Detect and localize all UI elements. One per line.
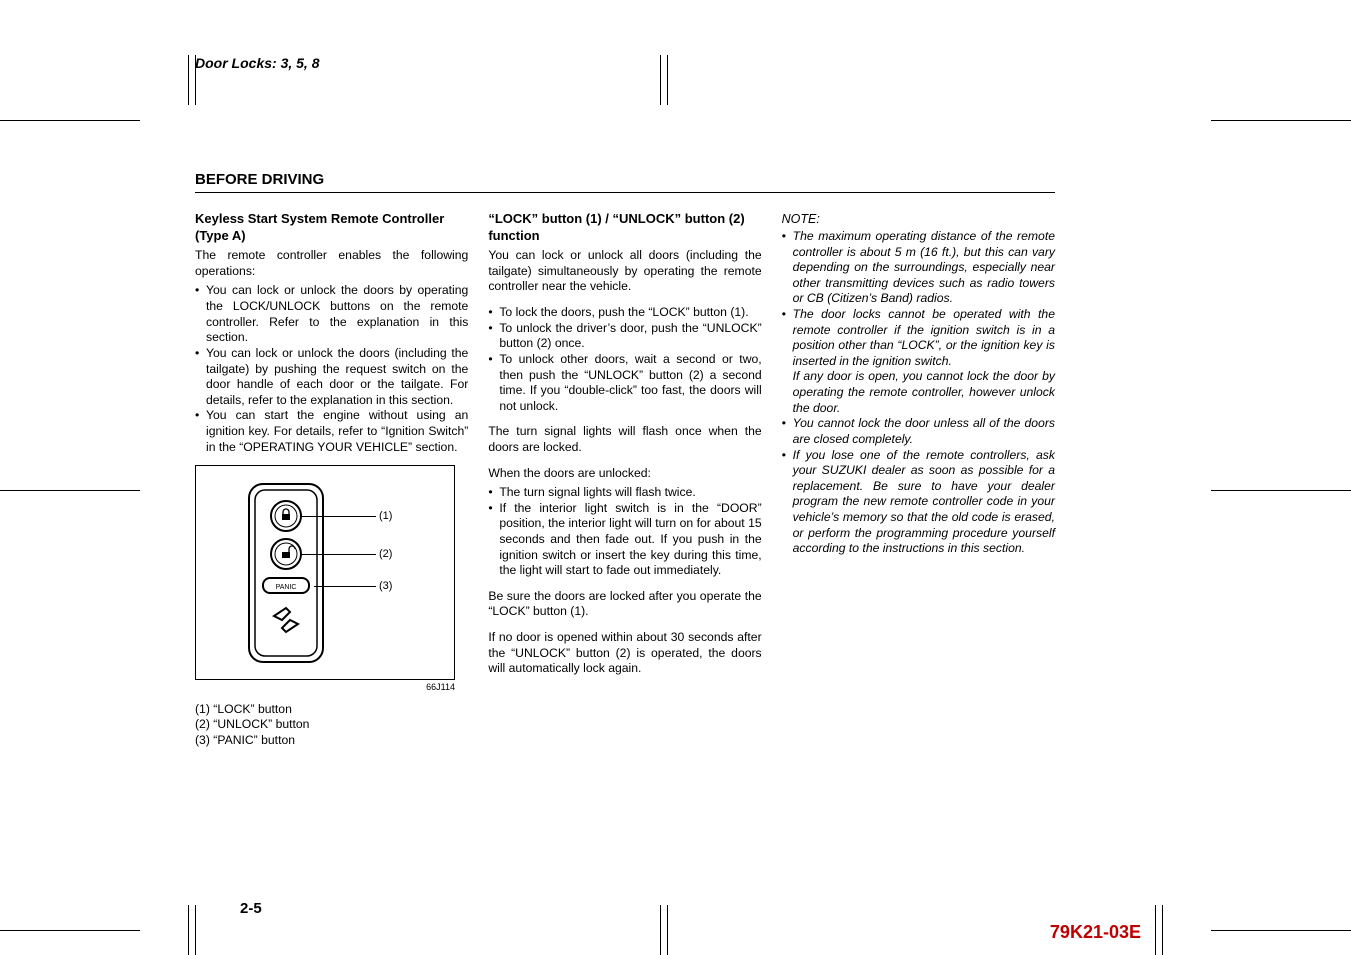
- note-item: The door locks cannot be operated with t…: [782, 307, 1055, 369]
- col2-p3: When the doors are unlocked:: [488, 466, 761, 482]
- col2-p2: The turn signal lights will flash once w…: [488, 424, 761, 455]
- note-item: If you lose one of the remote controller…: [782, 448, 1055, 557]
- col2-p4: Be sure the doors are locked after you o…: [488, 589, 761, 620]
- callout-1: (1): [379, 509, 392, 523]
- note-item: You cannot lock the door unless all of t…: [782, 416, 1055, 447]
- column-1: Keyless Start System Remote Controller (…: [195, 211, 468, 749]
- col2-bullets: To lock the doors, push the “LOCK” butto…: [488, 305, 761, 414]
- list-item: To lock the doors, push the “LOCK” butto…: [488, 305, 761, 321]
- callout-3: (3): [379, 579, 392, 593]
- page-number: 2-5: [240, 900, 262, 917]
- document-code: 79K21-03E: [1050, 922, 1141, 943]
- list-item: You can start the engine without using a…: [195, 408, 468, 455]
- col1-intro: The remote controller enables the follow…: [195, 248, 468, 279]
- col1-title: Keyless Start System Remote Controller (…: [195, 211, 468, 244]
- list-item: The turn signal lights will flash twice.: [488, 485, 761, 501]
- col2-title: “LOCK” button (1) / “UNLOCK” button (2) …: [488, 211, 761, 244]
- note-heading: NOTE:: [782, 211, 1055, 227]
- note-item: The maximum operating distance of the re…: [782, 229, 1055, 307]
- list-item: You can lock or unlock the doors (includ…: [195, 346, 468, 408]
- col2-p5: If no door is opened within about 30 sec…: [488, 630, 761, 677]
- legend-1: (1) “LOCK” button: [195, 702, 468, 718]
- body-columns: Keyless Start System Remote Controller (…: [195, 211, 1055, 749]
- svg-text:PANIC: PANIC: [276, 584, 297, 591]
- running-head: Door Locks: 3, 5, 8: [195, 55, 1115, 71]
- list-item: If the interior light switch is in the “…: [488, 501, 761, 579]
- page-container: Door Locks: 3, 5, 8 BEFORE DRIVING Keyle…: [195, 55, 1115, 749]
- col2-p1: You can lock or unlock all doors (includ…: [488, 248, 761, 295]
- note-continuation: If any door is open, you cannot lock the…: [782, 369, 1055, 416]
- section-header: BEFORE DRIVING: [195, 171, 1055, 193]
- list-item: You can lock or unlock the doors by oper…: [195, 283, 468, 345]
- notes-list: The maximum operating distance of the re…: [782, 229, 1055, 369]
- figure-number: 66J114: [195, 682, 455, 694]
- col1-bullets: You can lock or unlock the doors by oper…: [195, 283, 468, 455]
- notes-list-2: You cannot lock the door unless all of t…: [782, 416, 1055, 556]
- column-2: “LOCK” button (1) / “UNLOCK” button (2) …: [488, 211, 761, 749]
- column-3: NOTE: The maximum operating distance of …: [782, 211, 1055, 749]
- legend-2: (2) “UNLOCK” button: [195, 717, 468, 733]
- list-item: To unlock the driver’s door, push the “U…: [488, 321, 761, 352]
- legend-3: (3) “PANIC” button: [195, 733, 468, 749]
- remote-diagram-svg: PANIC: [241, 478, 331, 668]
- callout-2: (2): [379, 547, 392, 561]
- remote-figure: PANIC (1) (2) (3): [195, 465, 455, 680]
- list-item: To unlock other doors, wait a second or …: [488, 352, 761, 414]
- col2-bullets2: The turn signal lights will flash twice.…: [488, 485, 761, 579]
